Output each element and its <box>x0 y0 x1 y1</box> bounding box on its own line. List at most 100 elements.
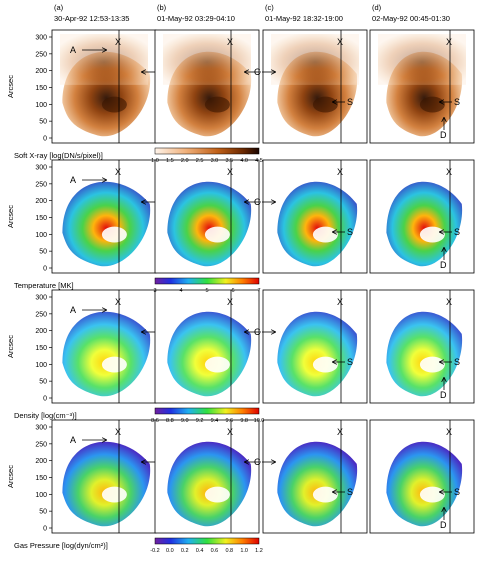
panel: X C S <box>254 29 368 144</box>
colorbar-tick: 9.8 <box>240 418 248 424</box>
swirl-core <box>204 226 230 243</box>
marker-a: A <box>70 175 76 185</box>
panel: XB <box>154 289 269 404</box>
y-axis-label: Arcsec <box>6 205 15 228</box>
marker-x: X <box>337 37 343 47</box>
panel: X S D <box>369 159 475 274</box>
swirl-core <box>419 486 445 503</box>
panel: X C S <box>254 419 368 534</box>
marker-s: S <box>347 357 353 367</box>
region-glow <box>271 34 359 85</box>
panel: XB <box>154 29 269 144</box>
marker-x: X <box>227 167 233 177</box>
swirl-core <box>312 96 338 113</box>
marker-c: C <box>254 197 261 207</box>
y-tick-label: 300 <box>35 165 47 172</box>
colorbar-tick: 0.8 <box>225 548 233 554</box>
marker-c: C <box>254 457 261 467</box>
colorbar-tick: 3.5 <box>225 158 233 164</box>
panel: X S D <box>369 29 475 144</box>
marker-a: A <box>70 435 76 445</box>
swirl-core <box>101 226 127 243</box>
y-tick-label: 50 <box>39 119 47 126</box>
y-tick-label: 250 <box>35 441 47 448</box>
colorbar-tick: 1.0 <box>240 548 248 554</box>
colorbar-tick: 1.2 <box>255 548 263 554</box>
region-image <box>386 311 463 397</box>
column-time: 02-May-92 00:45-01:30 <box>372 14 450 23</box>
panel: XAB <box>51 419 166 534</box>
swirl-core <box>101 356 127 373</box>
colorbar-tick: 4.0 <box>240 158 248 164</box>
y-tick-label: 100 <box>35 102 47 109</box>
y-tick-label: 200 <box>35 328 47 335</box>
column-letter: (d) <box>372 3 382 12</box>
y-tick-label: 50 <box>39 379 47 386</box>
colorbar-tick: 9.4 <box>211 418 219 424</box>
marker-c: C <box>254 67 261 77</box>
swirl-core <box>419 356 445 373</box>
colorbar-label: Gas Pressure [log(dyn/cm²)] <box>14 541 108 550</box>
y-tick-label: 300 <box>35 425 47 432</box>
panel: X C S <box>254 289 368 404</box>
y-tick-label: 150 <box>35 345 47 352</box>
y-axis-label: Arcsec <box>6 335 15 358</box>
colorbar-tick: 9.0 <box>181 418 189 424</box>
marker-s: S <box>454 487 460 497</box>
marker-d: D <box>440 130 447 140</box>
colorbar-tick: 2.5 <box>196 158 204 164</box>
panel: X C S <box>254 159 368 274</box>
swirl-core <box>312 486 338 503</box>
marker-x: X <box>446 297 452 307</box>
colorbar-tick: 9.2 <box>196 418 204 424</box>
y-axis-label: Arcsec <box>6 75 15 98</box>
y-tick-label: 150 <box>35 215 47 222</box>
marker-a: A <box>70 45 76 55</box>
colorbar-tick: 4 <box>179 288 182 294</box>
swirl-core <box>101 96 127 113</box>
marker-s: S <box>347 97 353 107</box>
colorbar <box>154 537 260 545</box>
swirl-core <box>419 96 445 113</box>
colorbar-tick: 8.6 <box>151 418 159 424</box>
y-tick-label: 0 <box>43 136 47 143</box>
colorbar-tick: 1.0 <box>151 158 159 164</box>
y-tick-label: 100 <box>35 492 47 499</box>
region-image <box>167 181 252 267</box>
region-image <box>62 311 151 397</box>
panel: XAB <box>51 29 166 144</box>
region-image <box>62 181 151 267</box>
marker-s: S <box>454 97 460 107</box>
marker-x: X <box>227 297 233 307</box>
column-letter: (c) <box>265 3 274 12</box>
marker-d: D <box>440 260 447 270</box>
region-glow <box>163 34 251 85</box>
y-tick-label: 250 <box>35 51 47 58</box>
panel: XAB <box>51 159 166 274</box>
marker-x: X <box>337 167 343 177</box>
colorbar-label: Temperature [MK] <box>14 281 74 290</box>
marker-x: X <box>337 427 343 437</box>
swirl-core <box>204 486 230 503</box>
colorbar-tick: 5 <box>205 288 208 294</box>
colorbar-tick: 7 <box>257 288 260 294</box>
marker-a: A <box>70 305 76 315</box>
swirl-core <box>204 356 230 373</box>
colorbar-tick: 0.2 <box>181 548 189 554</box>
y-tick-label: 250 <box>35 181 47 188</box>
region-image <box>386 441 463 527</box>
region-image <box>277 181 358 267</box>
y-tick-label: 150 <box>35 475 47 482</box>
swirl-core <box>101 486 127 503</box>
region-glow <box>60 34 148 85</box>
y-tick-label: 0 <box>43 266 47 273</box>
region-image <box>386 181 463 267</box>
panel: XAB <box>51 289 166 404</box>
marker-x: X <box>115 297 121 307</box>
y-tick-label: 250 <box>35 311 47 318</box>
marker-x: X <box>446 37 452 47</box>
y-axis-label: Arcsec <box>6 465 15 488</box>
marker-x: X <box>227 427 233 437</box>
colorbar <box>154 147 260 155</box>
y-tick-label: 150 <box>35 85 47 92</box>
